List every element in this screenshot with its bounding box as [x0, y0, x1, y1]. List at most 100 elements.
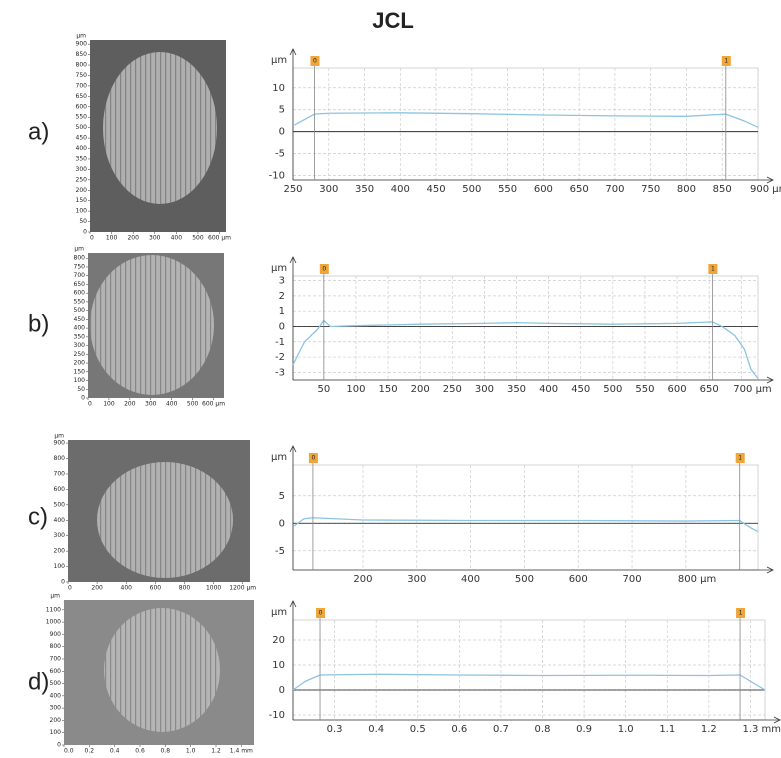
x-tick-label: 350: [507, 384, 526, 395]
y-unit: µm: [271, 607, 287, 618]
cursor-tag: [316, 608, 326, 618]
cursor-tag: [708, 264, 718, 274]
y-tick-label: 650: [76, 93, 88, 100]
x-tick-label: 300: [145, 401, 157, 408]
y-tick-label: 650: [74, 281, 86, 288]
x-tick-label: 450: [427, 184, 446, 195]
y-unit: µm: [271, 263, 287, 274]
y-tick-label: 500: [74, 307, 86, 314]
y-tick-label: 900: [54, 440, 66, 447]
x-tick-label: 0: [90, 235, 94, 242]
x-tick-label: 1.2: [701, 724, 717, 735]
y-tick-label: 1: [279, 306, 285, 317]
y-tick-label: -3: [275, 367, 285, 378]
x-tick-label: 400: [121, 585, 133, 592]
y-tick-label: 0: [57, 742, 61, 749]
wear-scar: [97, 462, 233, 578]
x-tick-label: 0.4: [368, 724, 384, 735]
y-tick-label: 5: [279, 491, 285, 502]
y-tick-label: 700: [54, 470, 66, 477]
y-tick-label: 0: [83, 229, 87, 236]
y-axis-arrow: [289, 445, 297, 453]
x-tick-label: 600: [668, 384, 687, 395]
y-tick-label: 100: [76, 208, 88, 215]
y-tick-label: 400: [74, 325, 86, 332]
y-unit: µm: [76, 33, 86, 40]
cursor-tag: [319, 264, 329, 274]
x-tick-label: 550: [635, 384, 654, 395]
y-tick-label: 300: [76, 166, 88, 173]
y-tick-label: 300: [54, 532, 66, 539]
x-tick-label: 400: [391, 184, 410, 195]
y-tick-label: -10: [269, 171, 285, 182]
y-tick-label: -10: [269, 710, 285, 721]
panel-label: b): [28, 310, 49, 337]
y-tick-label: 2: [279, 291, 285, 302]
x-tick-label: 500: [515, 574, 534, 585]
y-tick-label: 450: [76, 135, 88, 142]
cursor-label: 1: [738, 455, 742, 462]
x-tick-label: 1.1: [659, 724, 675, 735]
x-tick-label: 200: [127, 235, 139, 242]
x-tick-label: 500: [603, 384, 622, 395]
y-tick-label: -5: [275, 149, 285, 160]
y-tick-label: 50: [77, 386, 85, 393]
y-tick-label: 3: [279, 276, 285, 287]
y-tick-label: 400: [76, 145, 88, 152]
x-tick-label: 1.0: [618, 724, 634, 735]
y-tick-label: 900: [50, 631, 62, 638]
panel-label: a): [28, 118, 49, 145]
x-tick-label: 700 µm: [733, 384, 771, 395]
x-tick-label: 0.3: [327, 724, 343, 735]
cursor-label: 1: [724, 58, 728, 65]
x-tick-label: 550: [498, 184, 517, 195]
cursor-label: 0: [311, 455, 315, 462]
y-tick-label: 150: [76, 197, 88, 204]
y-tick-label: 0: [81, 395, 85, 402]
x-tick-label: 300: [475, 384, 494, 395]
y-tick-label: 250: [74, 351, 86, 358]
figure-title: JCL: [372, 8, 414, 33]
y-tick-label: 500: [54, 501, 66, 508]
cursor-label: 1: [711, 266, 715, 273]
y-tick-label: 300: [74, 342, 86, 349]
y-tick-label: 450: [74, 316, 86, 323]
y-tick-label: 1000: [46, 619, 61, 626]
y-tick-label: 600: [54, 486, 66, 493]
x-tick-label: 400: [166, 401, 178, 408]
cursor-tag: [310, 56, 320, 66]
x-tick-label: 800: [677, 184, 696, 195]
x-tick-label: 200: [353, 574, 372, 585]
x-tick-label: 500: [192, 235, 204, 242]
x-tick-label: 0.8: [161, 748, 171, 755]
y-tick-label: 700: [74, 272, 86, 279]
x-tick-label: 200: [411, 384, 430, 395]
x-axis-arrow: [766, 566, 774, 574]
x-tick-label: 450: [571, 384, 590, 395]
y-tick-label: 150: [74, 368, 86, 375]
y-tick-label: 800: [50, 643, 62, 650]
y-tick-label: 200: [76, 187, 88, 194]
y-tick-label: 900: [76, 41, 88, 48]
cursor-tag: [735, 453, 745, 463]
wear-scar: [103, 52, 217, 204]
y-axis-arrow: [289, 600, 297, 608]
y-tick-label: 1100: [46, 606, 61, 613]
x-tick-label: 0.5: [410, 724, 426, 735]
y-tick-label: 250: [76, 176, 88, 183]
y-tick-label: 700: [76, 82, 88, 89]
y-tick-label: 300: [50, 705, 62, 712]
x-tick-label: 0.9: [576, 724, 592, 735]
y-tick-label: 550: [76, 114, 88, 121]
y-tick-label: 5: [279, 105, 285, 116]
x-tick-label: 800: [179, 585, 191, 592]
cursor-label: 0: [313, 58, 317, 65]
wear-scar: [90, 255, 214, 395]
cursor-label: 1: [739, 610, 743, 617]
plot-area: [292, 619, 766, 721]
y-tick-label: -2: [275, 352, 285, 363]
y-axis-arrow: [289, 256, 297, 264]
y-tick-label: 400: [50, 692, 62, 699]
panel-label: d): [28, 668, 49, 695]
